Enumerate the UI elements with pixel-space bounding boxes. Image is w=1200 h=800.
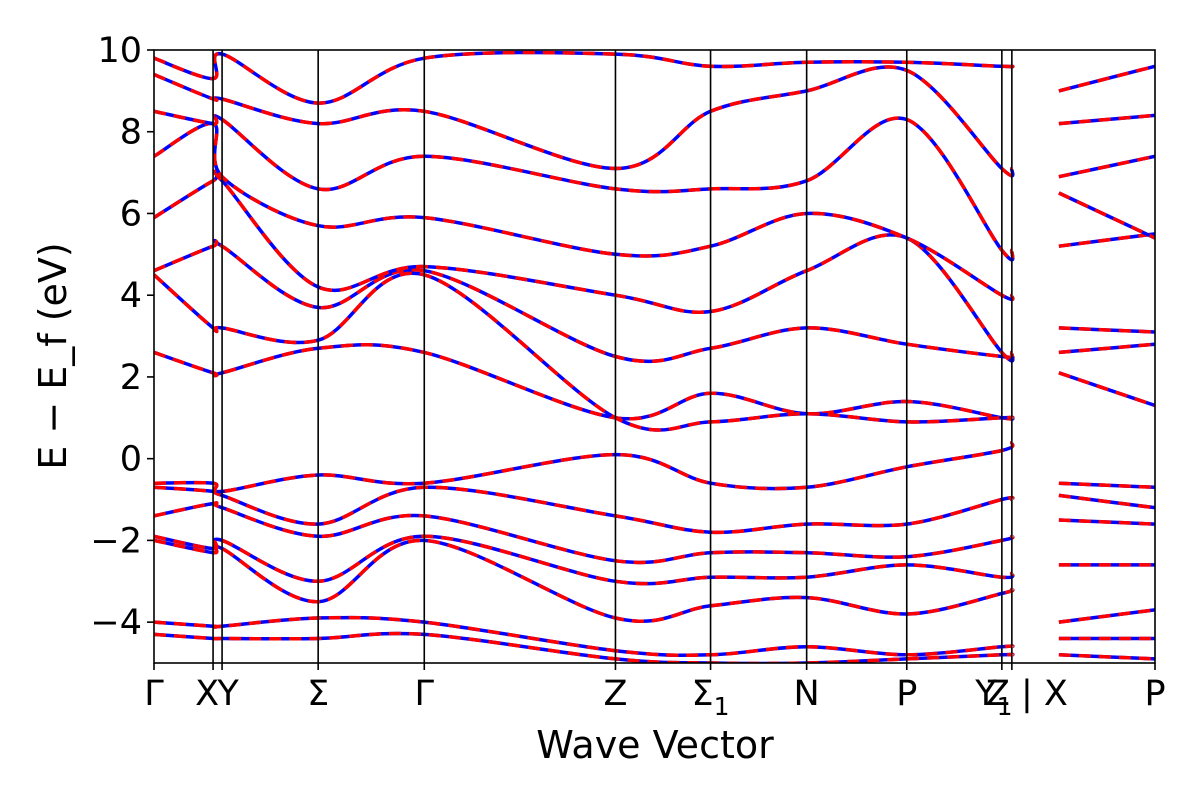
y-tick-label: 6: [120, 194, 142, 234]
y-axis-ticks: −4 −2 0 2 4 6 8 10: [90, 31, 154, 643]
y-tick-label: 2: [120, 358, 142, 398]
y-axis-title: E − E_f (eV): [31, 242, 75, 470]
band-2-spin-up-line: [154, 538, 1015, 623]
band-5-spin-down-line: [1058, 493, 1155, 510]
band-6-spin-up-line: [154, 440, 1015, 494]
band-3-spin-up-line: [154, 534, 1015, 586]
band-14-spin-up-line: [154, 50, 1015, 105]
x-tick-label: N: [794, 674, 820, 714]
y-tick-label: 8: [120, 113, 142, 153]
x-tick-label: P: [1144, 674, 1165, 714]
band-13-spin-down-line: [1058, 113, 1155, 126]
band-6-spin-down-line: [1058, 481, 1155, 490]
band-0-spin-up-line: [154, 631, 1015, 663]
band-0-spin-down-line: [1058, 653, 1155, 661]
band-12-spin-down-line: [154, 109, 1015, 262]
band-11-spin-up-line: [154, 121, 1015, 302]
x-tick-label: Y: [216, 674, 239, 714]
band-12-spin-down-line: [1058, 154, 1155, 179]
x-tick-label: Z: [603, 674, 627, 714]
x-tick-label: Σ: [307, 674, 329, 714]
band-8-spin-down-line: [154, 271, 1015, 432]
x-tick-label: P: [896, 674, 917, 714]
band-10-spin-down-line: [154, 169, 1015, 363]
band-7-spin-down-line: [1058, 371, 1155, 408]
band-14-spin-down-line: [154, 50, 1015, 105]
band-11-spin-down-line: [154, 121, 1015, 302]
band-12-spin-up-line: [154, 109, 1015, 262]
band-4-spin-down-line: [1058, 518, 1155, 526]
y-tick-label: −4: [90, 603, 142, 643]
band-2-spin-down-line: [1058, 608, 1155, 624]
band-8-spin-down-line: [1058, 342, 1155, 355]
band-7-spin-down-line: [154, 343, 1015, 421]
bands-layer: [154, 50, 1155, 663]
y-tick-label: −2: [90, 521, 142, 561]
x-tick-label: Γ: [415, 674, 435, 714]
y-tick-label: 10: [97, 31, 142, 71]
band-3-spin-down-line: [154, 534, 1015, 586]
x-axis-title: Wave Vector: [536, 723, 774, 767]
y-tick-label: 4: [120, 276, 142, 316]
x-tick-label: X: [195, 674, 219, 714]
band-10-spin-up-line: [154, 169, 1015, 363]
band-8-spin-up-line: [154, 271, 1015, 432]
band-1-spin-down-line: [154, 615, 1015, 658]
x-tick-label: Y1: [974, 674, 1012, 721]
plot-frame: [153, 49, 1156, 664]
band-11-spin-down-line: [1058, 191, 1155, 240]
x-tick-label: Z | X: [986, 674, 1068, 714]
x-tick-label: Γ: [144, 674, 164, 714]
band-6-spin-down-line: [154, 440, 1015, 494]
y-tick-label: 0: [120, 440, 142, 480]
high-symmetry-lines: [212, 50, 1013, 663]
band-2-spin-down-line: [154, 538, 1015, 623]
band-1-spin-up-line: [154, 615, 1015, 658]
x-tick-label: Σ1: [692, 674, 730, 721]
band-5-spin-down-line: [154, 485, 1015, 535]
band-9-spin-down-line: [1058, 326, 1155, 334]
band-14-spin-down-line: [1058, 64, 1155, 93]
